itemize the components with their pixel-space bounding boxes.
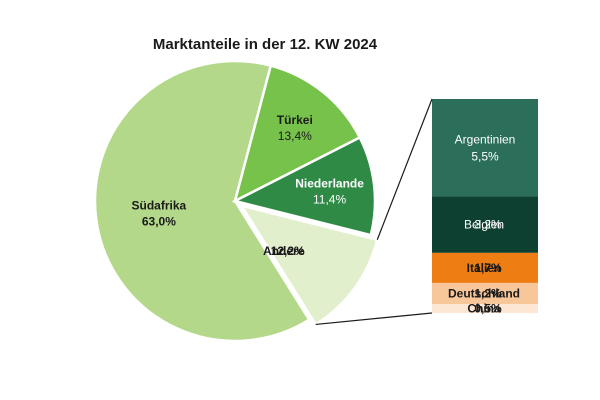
bar-value-china: 0,5%: [474, 302, 502, 316]
pie-slice-turkei: [233, 64, 362, 204]
pie-slice-niederlande: [231, 135, 377, 237]
chart-title: Marktanteile in der 12. KW 2024: [153, 36, 378, 53]
pie-label-sudafrika: Südafrika: [132, 199, 187, 213]
pie-slice-andere: [238, 203, 379, 327]
pie-slice-sudafrika: [93, 59, 311, 343]
pie-label-turkei: Türkei: [277, 113, 313, 127]
data-labels: Südafrika 63,0% Türkei 13,4% Niederlande 11,4…: [132, 113, 520, 316]
bar-segment-china: [432, 304, 538, 313]
pie-value-niederlande: 11,4%: [313, 192, 346, 206]
pie-label-andere: Andere: [263, 244, 305, 258]
pie-value-sudafrika: 63,0%: [142, 215, 176, 229]
pie-label-niederlande: Niederlande: [295, 176, 364, 190]
bar-segment-italien: [432, 252, 538, 283]
bar-value-belgien: 3,2%: [474, 218, 502, 232]
breakdown-bar: [432, 99, 538, 313]
bar-label-italien: Italien: [467, 261, 502, 275]
bar-value-deutschland: 1,2%: [474, 287, 502, 301]
pie-value-andere: 12,2%: [271, 244, 305, 258]
connector-line-bottom: [315, 312, 433, 326]
bar-value-argentinien: 5,5%: [471, 150, 499, 164]
bar-segment-argentinien: [432, 99, 538, 197]
bar-segment-belgien: [432, 196, 538, 253]
bar-label-argentinien: Argentinien: [455, 133, 516, 147]
pie-value-turkei: 13,4%: [278, 129, 312, 143]
bar-label-belgien: Belgien: [464, 218, 504, 232]
connector-lines: [315, 98, 433, 326]
pie-slices: [93, 59, 379, 343]
bar-segment-deutschland: [432, 282, 538, 305]
bar-value-italien: 1,7%: [474, 261, 502, 275]
bar-label-deutschland: Deutschland: [448, 287, 520, 301]
bar-label-china: China: [467, 302, 501, 316]
connector-line-top: [376, 98, 433, 240]
